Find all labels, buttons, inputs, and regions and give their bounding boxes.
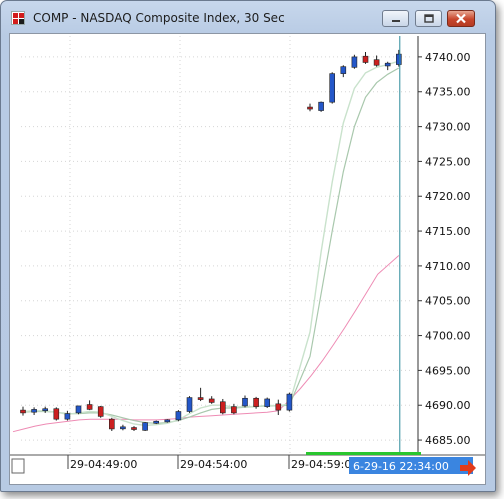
price-axis-label: 4700.00 bbox=[425, 330, 471, 343]
scroll-handle[interactable] bbox=[11, 458, 25, 474]
window-title: COMP - NASDAQ Composite Index, 30 Sec bbox=[33, 11, 285, 25]
close-button[interactable] bbox=[447, 10, 475, 27]
candle-down[interactable] bbox=[362, 55, 369, 63]
scroll-right-arrow-icon[interactable] bbox=[460, 460, 476, 476]
candle-up[interactable] bbox=[318, 101, 324, 111]
candle-up[interactable] bbox=[42, 408, 49, 412]
candle-up[interactable] bbox=[120, 426, 126, 430]
candle-down[interactable] bbox=[208, 398, 215, 403]
candle-down[interactable] bbox=[275, 403, 282, 411]
candle-up[interactable] bbox=[75, 405, 82, 414]
maximize-icon bbox=[423, 13, 434, 23]
price-axis-label: 4725.00 bbox=[425, 155, 471, 168]
moving-average-mid-line bbox=[22, 67, 400, 424]
moving-average-fast-line bbox=[22, 60, 400, 427]
candle-up[interactable] bbox=[31, 409, 37, 413]
candle-down[interactable] bbox=[231, 406, 237, 414]
price-axis-label: 4705.00 bbox=[425, 295, 471, 308]
candlestick-chart[interactable]: 4685.00 4690.00 4695.00 4700.00 4705.00 4710.… bbox=[10, 34, 485, 484]
candle-up[interactable] bbox=[64, 413, 71, 420]
candle-down[interactable] bbox=[53, 408, 60, 420]
price-axis-label: 4730.00 bbox=[425, 121, 471, 134]
candle-up[interactable] bbox=[395, 53, 402, 65]
time-axis-label: 29-04:49:00 bbox=[70, 458, 137, 471]
candle-down[interactable] bbox=[86, 404, 93, 410]
candle-up[interactable] bbox=[264, 398, 270, 407]
minimize-button[interactable] bbox=[382, 10, 409, 27]
candle-up[interactable] bbox=[286, 393, 293, 411]
volume-strip bbox=[306, 452, 421, 455]
candle-up[interactable] bbox=[384, 62, 391, 67]
candle-up[interactable] bbox=[175, 411, 182, 421]
chart-app-icon[interactable] bbox=[11, 11, 25, 25]
price-axis-label: 4740.00 bbox=[425, 51, 471, 64]
crosshair-time-badge bbox=[349, 457, 473, 474]
price-axis-label: 4710.00 bbox=[425, 260, 471, 273]
candle-up[interactable] bbox=[142, 422, 148, 431]
time-axis-label: 29-04:59:00 bbox=[291, 458, 358, 471]
price-axis-label: 4695.00 bbox=[425, 364, 471, 377]
candle-up[interactable] bbox=[351, 56, 358, 68]
chart-area[interactable]: 4685.00 4690.00 4695.00 4700.00 4705.00 4710.… bbox=[9, 33, 486, 485]
time-axis-label: 29-04:54:00 bbox=[180, 458, 247, 471]
price-axis-label: 4735.00 bbox=[425, 86, 471, 99]
candle-down[interactable] bbox=[109, 418, 115, 430]
maximize-button[interactable] bbox=[415, 10, 442, 27]
candle-down[interactable] bbox=[131, 427, 137, 430]
candle-down[interactable] bbox=[307, 106, 313, 110]
chart-window: COMP - NASDAQ Composite Index, 30 Sec 46… bbox=[0, 0, 496, 492]
moving-average-slow-line bbox=[12, 255, 400, 433]
minimize-icon bbox=[391, 19, 400, 22]
candle-up[interactable] bbox=[186, 397, 193, 412]
candle-up[interactable] bbox=[242, 397, 248, 407]
crosshair-time-label: 6-29-16 22:34:00 bbox=[353, 460, 449, 473]
price-axis-label: 4685.00 bbox=[425, 434, 471, 447]
candle-down[interactable] bbox=[253, 397, 259, 407]
candle-down[interactable] bbox=[373, 59, 380, 66]
price-axis-label: 4720.00 bbox=[425, 190, 471, 203]
price-axis-label: 4715.00 bbox=[425, 225, 471, 238]
candle-down[interactable] bbox=[197, 397, 204, 400]
title-bar[interactable]: COMP - NASDAQ Composite Index, 30 Sec bbox=[1, 1, 495, 33]
candle-down[interactable] bbox=[220, 401, 226, 414]
candle-up[interactable] bbox=[153, 420, 159, 424]
candle-down[interactable] bbox=[20, 409, 26, 414]
close-icon bbox=[456, 13, 466, 24]
candle-up[interactable] bbox=[329, 73, 336, 103]
candle-up[interactable] bbox=[164, 419, 171, 423]
price-axis-label: 4690.00 bbox=[425, 399, 471, 412]
candle-down[interactable] bbox=[97, 406, 104, 417]
candle-up[interactable] bbox=[340, 66, 347, 74]
